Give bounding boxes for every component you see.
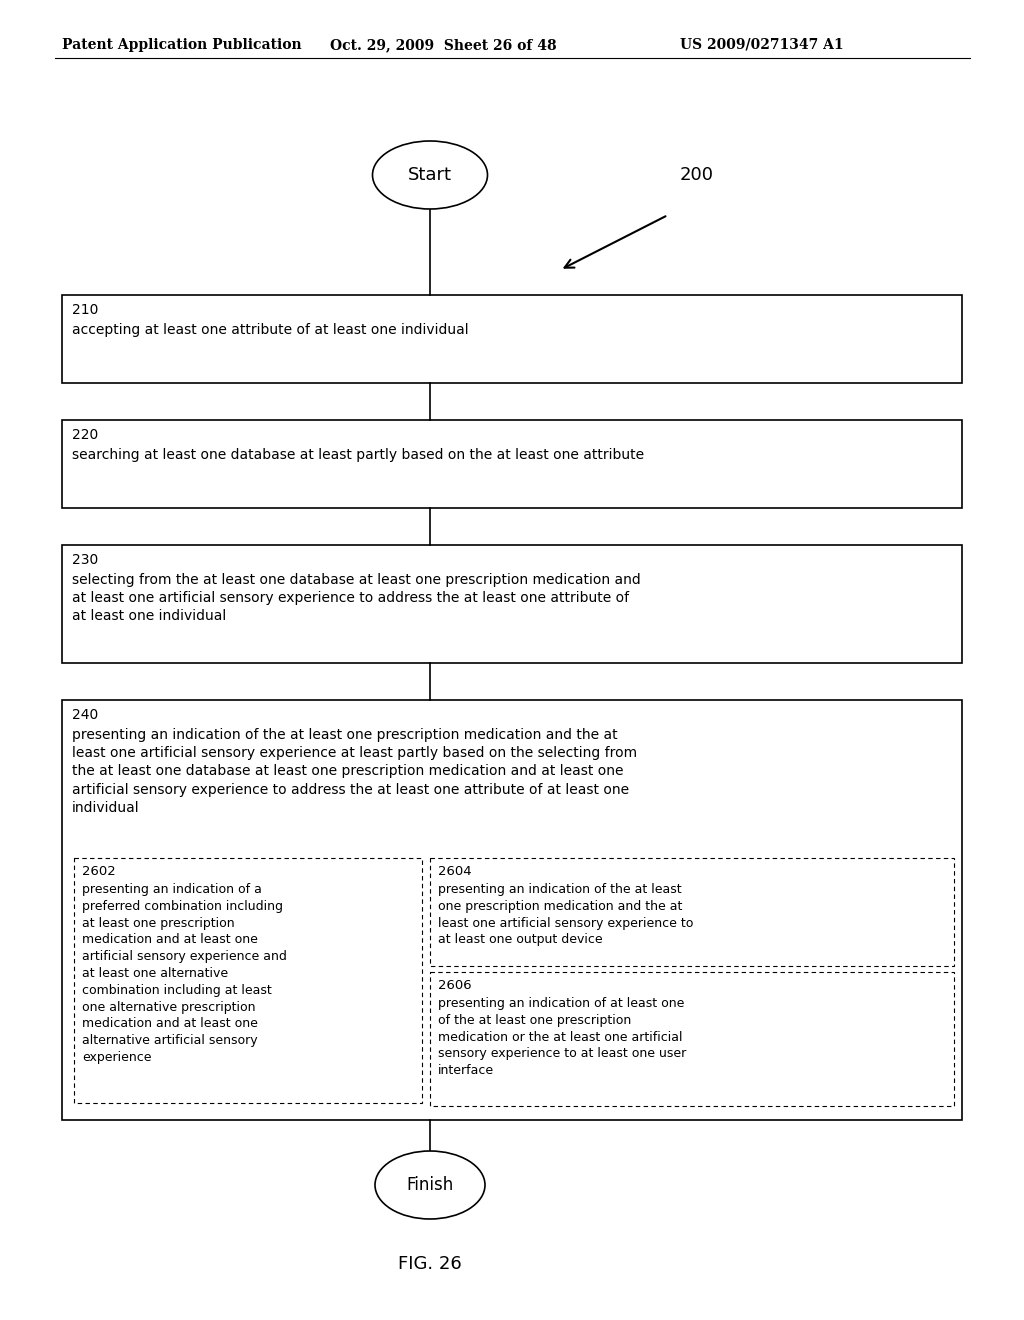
Text: FIG. 26: FIG. 26 [398,1255,462,1272]
Text: 2606: 2606 [438,979,472,993]
Bar [430,972,954,1106]
Bar [62,700,962,1119]
Text: presenting an indication of a
preferred combination including
at least one presc: presenting an indication of a preferred … [82,883,287,1064]
Text: Start: Start [408,166,452,183]
Text: 210: 210 [72,304,98,317]
Text: presenting an indication of at least one
of the at least one prescription
medica: presenting an indication of at least one… [438,997,686,1077]
Text: 200: 200 [680,166,714,183]
Ellipse shape [375,1151,485,1218]
Text: 2604: 2604 [438,865,472,878]
Bar [62,420,962,508]
Text: presenting an indication of the at least one prescription medication and the at
: presenting an indication of the at least… [72,729,637,814]
Text: presenting an indication of the at least
one prescription medication and the at
: presenting an indication of the at least… [438,883,693,946]
Text: Patent Application Publication: Patent Application Publication [62,38,302,51]
Text: searching at least one database at least partly based on the at least one attrib: searching at least one database at least… [72,447,644,462]
Text: accepting at least one attribute of at least one individual: accepting at least one attribute of at l… [72,323,469,337]
Ellipse shape [373,141,487,209]
Text: 220: 220 [72,428,98,442]
Text: US 2009/0271347 A1: US 2009/0271347 A1 [680,38,844,51]
Bar [430,858,954,966]
Text: 2602: 2602 [82,865,116,878]
Text: selecting from the at least one database at least one prescription medication an: selecting from the at least one database… [72,573,641,623]
Bar [62,294,962,383]
Text: Finish: Finish [407,1176,454,1195]
Bar [62,545,962,663]
Text: 240: 240 [72,708,98,722]
Bar [74,858,422,1104]
Text: 230: 230 [72,553,98,568]
Text: Oct. 29, 2009  Sheet 26 of 48: Oct. 29, 2009 Sheet 26 of 48 [330,38,557,51]
